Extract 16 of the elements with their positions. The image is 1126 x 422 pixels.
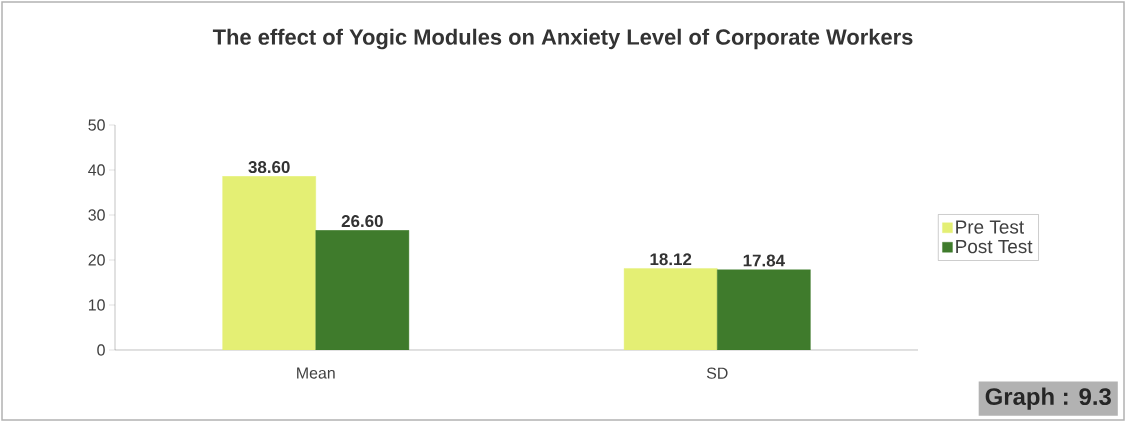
data-label: 38.60 [248,161,290,174]
data-label: 26.60 [341,215,383,228]
y-tick-label: 0 [97,344,105,356]
legend-label: Pre Test [956,220,1024,234]
legend-label: Post Test [956,240,1033,254]
x-tick-label: Mean [297,367,335,379]
y-tick-label: 50 [88,119,105,131]
y-tick-label: 20 [88,254,105,266]
y-tick-label: 30 [88,209,105,221]
y-tick-label: 10 [88,299,105,311]
x-tick-label: SD [706,367,728,379]
data-label: 17.84 [743,254,785,267]
y-tick-label: 40 [88,164,105,176]
chart-title: The effect of Yogic Modules on Anxiety Level of Corporate Workers [212,28,913,50]
text: Graph : 9.3 [985,387,1111,410]
data-label: 18.12 [650,253,692,266]
